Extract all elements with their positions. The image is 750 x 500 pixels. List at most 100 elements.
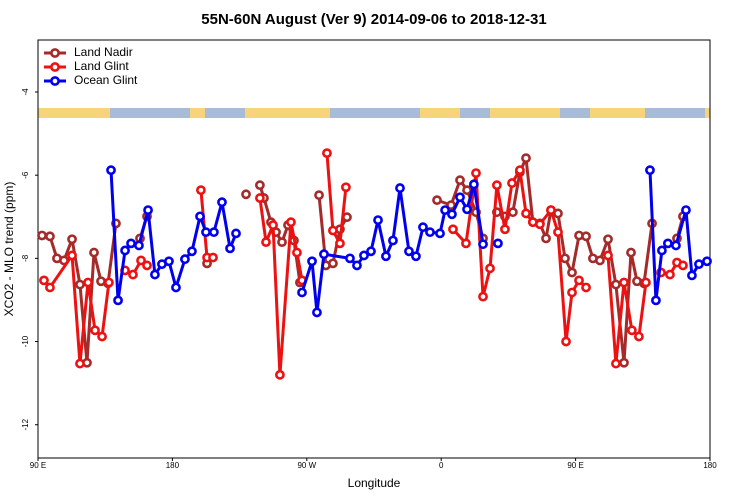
data-point (352, 260, 362, 271)
data-point (448, 224, 458, 235)
data-point (561, 336, 571, 347)
x-tick-label: 180 (703, 461, 717, 470)
data-point (541, 233, 551, 244)
legend-swatch (50, 62, 60, 72)
data-point (335, 238, 345, 249)
data-point (359, 250, 369, 261)
data-point (485, 263, 495, 274)
data-point (657, 245, 667, 256)
data-point (678, 260, 688, 271)
data-point (447, 209, 457, 220)
y-tick-label: -6 (21, 171, 30, 179)
data-point (328, 225, 338, 236)
data-point (567, 287, 577, 298)
data-point (500, 224, 510, 235)
data-point (89, 247, 99, 258)
data-point (261, 237, 271, 248)
data-point (268, 220, 278, 230)
data-point (507, 178, 517, 188)
data-point (373, 215, 383, 225)
legend-label: Land Nadir (74, 45, 133, 59)
data-point (619, 357, 629, 368)
data-point (143, 205, 153, 216)
data-point (702, 256, 712, 267)
data-point (67, 250, 77, 261)
data-point (455, 192, 465, 203)
data-point (314, 190, 324, 201)
y-tick-label: -12 (21, 418, 30, 430)
data-point (150, 269, 160, 280)
y-tick-label: -10 (21, 335, 30, 347)
data-point (469, 179, 479, 190)
x-tick-label: 180 (166, 461, 180, 470)
data-point (97, 331, 107, 342)
y-axis-label: XCO2 - MLO trend (ppm) (2, 182, 16, 317)
data-point (104, 277, 114, 288)
data-point (217, 197, 227, 208)
data-point (209, 227, 219, 238)
data-point (75, 279, 85, 290)
data-point (164, 256, 174, 267)
data-point (493, 238, 503, 249)
data-point (404, 246, 414, 257)
data-point (180, 254, 190, 265)
legend-label: Ocean Glint (74, 73, 138, 87)
data-point (196, 185, 206, 196)
data-point (595, 255, 605, 266)
data-point (462, 204, 472, 215)
data-point (581, 231, 591, 242)
data-point (45, 231, 55, 242)
data-point (134, 240, 144, 251)
data-point (366, 246, 376, 257)
data-point (275, 369, 285, 380)
data-point (626, 325, 637, 336)
data-point (388, 235, 398, 246)
data-point (277, 237, 287, 248)
data-point (292, 247, 302, 258)
legend-swatch (50, 76, 60, 86)
x-tick-label: 0 (439, 461, 444, 470)
data-point (128, 269, 138, 280)
data-point (645, 165, 655, 176)
data-point (461, 238, 471, 249)
x-tick-label: 90 E (30, 461, 46, 470)
data-point (106, 165, 116, 176)
legend-label: Land Glint (74, 59, 129, 73)
data-point (195, 211, 205, 222)
data-point (126, 238, 136, 249)
x-tick-label: 90 W (297, 461, 316, 470)
data-point (187, 246, 197, 257)
data-point (201, 227, 211, 238)
y-tick-label: -4 (21, 88, 30, 96)
data-point (328, 258, 338, 269)
data-point (297, 287, 307, 298)
data-point (611, 358, 621, 369)
data-point (687, 270, 697, 281)
data-point (581, 282, 591, 293)
data-point (560, 253, 570, 264)
data-point (255, 180, 265, 191)
x-axis-label: Longitude (348, 476, 401, 490)
data-point (136, 255, 146, 266)
data-point (345, 253, 355, 264)
data-point (603, 234, 613, 245)
data-point (418, 222, 428, 233)
data-point (307, 256, 317, 267)
data-point (75, 358, 85, 369)
data-point (425, 227, 435, 238)
data-point (553, 227, 563, 238)
data-point (492, 180, 502, 191)
data-point (83, 277, 93, 288)
data-point (567, 267, 577, 278)
data-point (231, 228, 241, 239)
data-point (619, 277, 629, 288)
data-point (120, 245, 130, 256)
data-point (208, 252, 218, 263)
chart-title: 55N-60N August (Ver 9) 2014-09-06 to 201… (201, 11, 546, 28)
data-point (521, 208, 531, 219)
data-point (603, 250, 613, 261)
data-point (435, 228, 445, 239)
plot-frame (37, 39, 711, 459)
data-point (90, 325, 100, 336)
